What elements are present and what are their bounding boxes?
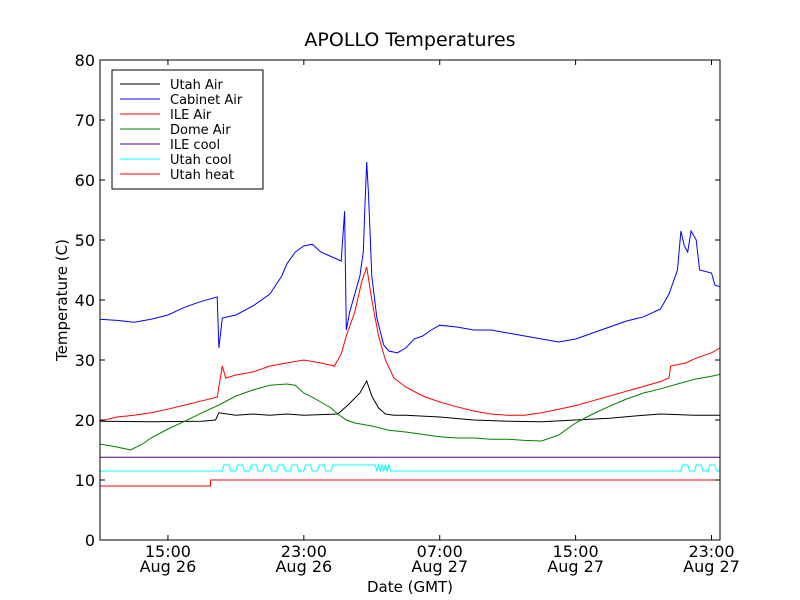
- legend-label: Dome Air: [170, 123, 231, 138]
- x-tick-label-date: Aug 27: [683, 557, 740, 576]
- y-tick-label: 20: [75, 411, 95, 430]
- y-axis-label: Temperature (C): [53, 239, 71, 362]
- chart-title: APOLLO Temperatures: [304, 29, 515, 51]
- series-line-cabinet-air: [99, 161, 721, 354]
- legend-label: ILE cool: [170, 138, 220, 153]
- x-tick-label-time: 23:00: [688, 542, 734, 561]
- legend-label: Utah cool: [170, 153, 232, 168]
- series-line-utah-cool: [100, 463, 720, 473]
- series-line-dome-air: [99, 373, 721, 451]
- legend-label: Cabinet Air: [170, 93, 243, 108]
- legend-label: Utah Air: [170, 78, 223, 93]
- series-line-utah-air: [99, 379, 720, 423]
- y-tick-label: 30: [75, 351, 95, 370]
- series-line-utah-heat: [100, 479, 720, 487]
- legend-label: Utah heat: [170, 168, 234, 183]
- series-layer: [99, 161, 721, 487]
- y-tick-label: 70: [75, 111, 95, 130]
- y-tick-label: 50: [75, 231, 95, 250]
- x-tick-label-date: Aug 26: [140, 557, 197, 576]
- x-tick-label-time: 15:00: [145, 542, 191, 561]
- legend-label: ILE Air: [170, 108, 212, 123]
- x-tick-label-date: Aug 27: [547, 557, 604, 576]
- series-line-ile-air: [99, 266, 721, 422]
- y-tick-label: 40: [75, 291, 95, 310]
- y-tick-label: 0: [85, 531, 95, 550]
- y-tick-label: 10: [75, 471, 95, 490]
- y-tick-label: 80: [75, 51, 95, 70]
- y-tick-label: 60: [75, 171, 95, 190]
- x-tick-label-time: 15:00: [553, 542, 599, 561]
- x-tick-label-date: Aug 26: [275, 557, 332, 576]
- y-axis: 0 10 20 30 40 50 60 70 80: [75, 51, 720, 550]
- x-tick-label-date: Aug 27: [411, 557, 468, 576]
- x-tick-label-time: 07:00: [417, 542, 463, 561]
- x-axis-label: Date (GMT): [367, 578, 453, 596]
- x-tick-label-time: 23:00: [281, 542, 327, 561]
